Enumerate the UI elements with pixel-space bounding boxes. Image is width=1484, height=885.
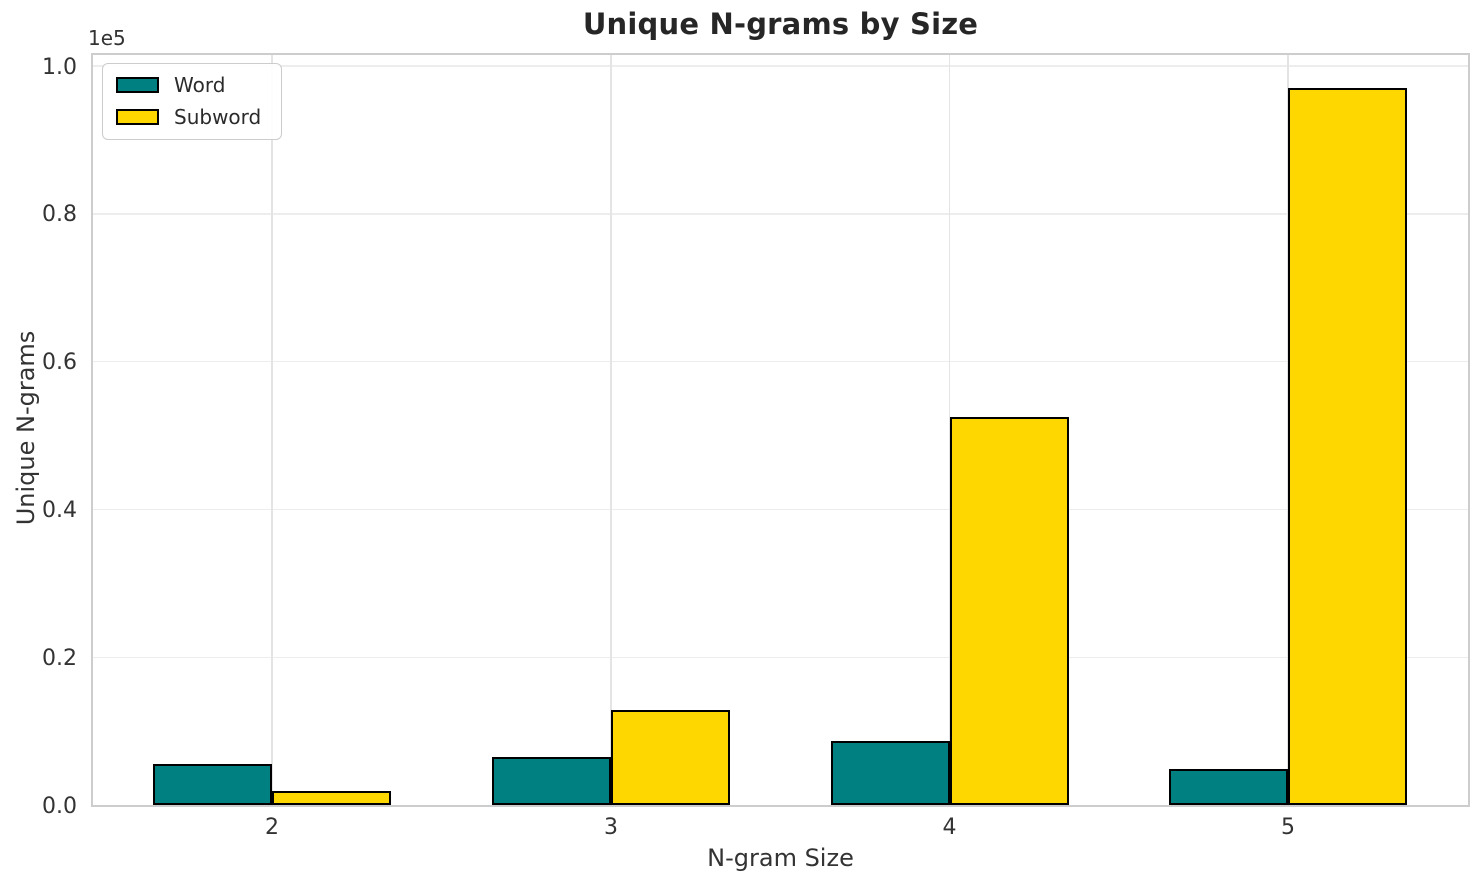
legend-label-subword: Subword — [174, 105, 262, 129]
legend-label-word: Word — [174, 73, 226, 97]
bar-subword-ngram-2 — [272, 790, 391, 805]
gridline-horizontal — [93, 213, 1468, 215]
gridline-horizontal — [93, 65, 1468, 67]
y-tick-label: 0.0 — [42, 793, 77, 819]
gridline-horizontal — [93, 508, 1468, 511]
y-tick-label: 0.4 — [42, 498, 77, 524]
bar-subword-ngram-5 — [1288, 87, 1407, 805]
bar-subword-ngram-4 — [949, 416, 1069, 805]
y-tick-label: 0.8 — [42, 202, 77, 228]
x-axis-label: N-gram Size — [707, 844, 854, 872]
gridline-vertical — [610, 55, 612, 805]
x-tick-label: 3 — [604, 815, 618, 840]
legend-swatch-word — [116, 77, 159, 93]
x-tick-label: 2 — [265, 815, 279, 840]
gridline-vertical — [271, 55, 273, 805]
legend-item-word: Word — [116, 73, 261, 97]
bar-word-ngram-4 — [830, 740, 950, 805]
bar-subword-ngram-3 — [611, 710, 730, 805]
x-tick-label: 5 — [1281, 815, 1295, 840]
plot-area: Word Subword — [91, 53, 1470, 807]
y-axis-offset-text: 1e5 — [88, 26, 126, 50]
y-tick-label: 0.2 — [42, 645, 77, 671]
y-tick-label: 0.6 — [42, 350, 77, 376]
gridline-horizontal — [93, 656, 1468, 659]
bar-word-ngram-3 — [492, 756, 611, 805]
legend: Word Subword — [102, 63, 283, 140]
bar-word-ngram-5 — [1169, 768, 1288, 805]
legend-item-subword: Subword — [116, 105, 261, 129]
chart-title: Unique N-grams by Size — [582, 7, 979, 41]
gridline-horizontal — [93, 360, 1468, 363]
x-tick-label: 4 — [942, 815, 957, 840]
y-tick-label: 1.0 — [42, 54, 77, 80]
legend-swatch-subword — [116, 109, 159, 125]
bar-word-ngram-2 — [153, 763, 272, 805]
